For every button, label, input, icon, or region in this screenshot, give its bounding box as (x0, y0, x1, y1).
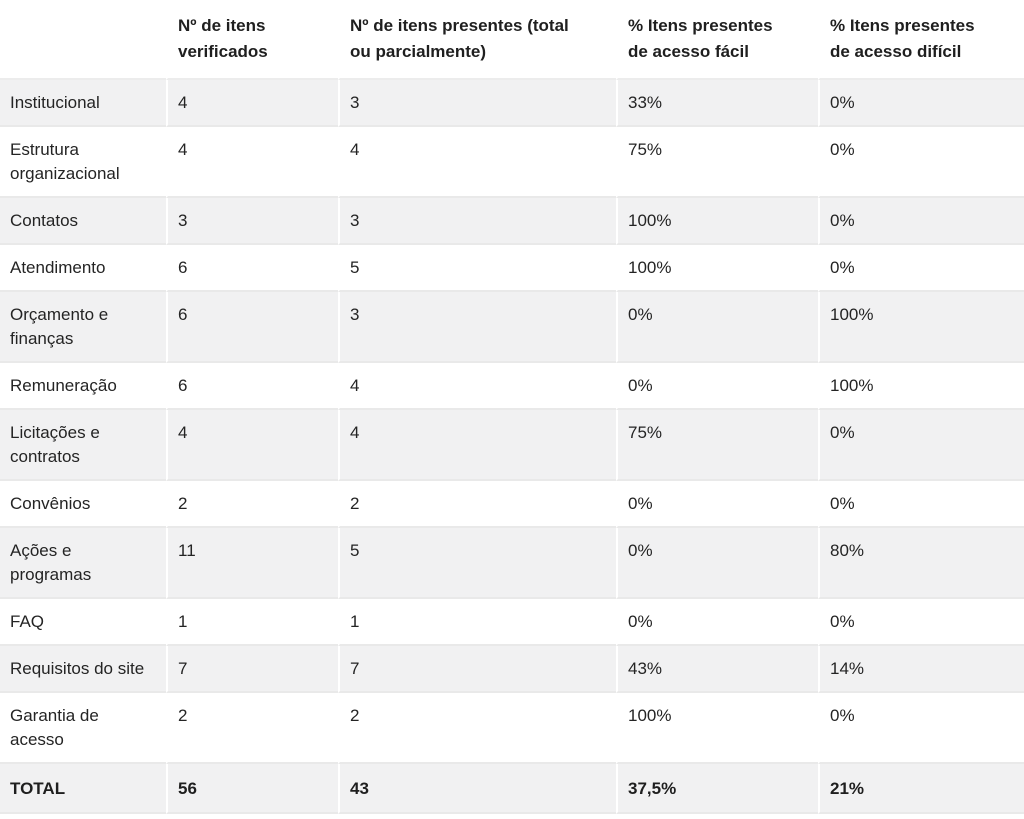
cell-presentes: 3 (338, 80, 616, 127)
cell-presentes: 7 (338, 646, 616, 693)
row-label: Requisitos do site (0, 646, 166, 693)
cell-acesso-facil: 43% (616, 646, 818, 693)
row-label: Convênios (0, 481, 166, 528)
header-row: Nº de itens verificados Nº de itens pres… (0, 0, 1024, 80)
cell-acesso-facil: 0% (616, 363, 818, 410)
cell-presentes: 3 (338, 198, 616, 245)
cell-verificados: 3 (166, 198, 338, 245)
cell-acesso-dificil: 0% (818, 599, 1024, 646)
table-row-faq: FAQ 1 1 0% 0% (0, 599, 1024, 646)
table-row-contatos: Contatos 3 3 100% 0% (0, 198, 1024, 245)
cell-verificados: 11 (166, 528, 338, 599)
column-header-empty (0, 0, 166, 80)
cell-verificados: 6 (166, 245, 338, 292)
cell-verificados: 6 (166, 363, 338, 410)
column-header-acesso-facil: % Itens presentes de acesso fácil (616, 0, 818, 80)
table-row-garantia-acesso: Garantia de acesso 2 2 100% 0% (0, 693, 1024, 764)
cell-acesso-facil: 0% (616, 481, 818, 528)
cell-presentes: 1 (338, 599, 616, 646)
cell-verificados: 1 (166, 599, 338, 646)
cell-acesso-facil: 100% (616, 245, 818, 292)
row-label: FAQ (0, 599, 166, 646)
cell-presentes: 4 (338, 410, 616, 481)
column-header-acesso-dificil: % Itens presentes de acesso difícil (818, 0, 1024, 80)
cell-presentes: 5 (338, 528, 616, 599)
row-label: TOTAL (0, 764, 166, 814)
cell-verificados: 56 (166, 764, 338, 814)
cell-acesso-dificil: 100% (818, 292, 1024, 363)
row-label: Ações e programas (0, 528, 166, 599)
table-row-remuneracao: Remuneração 6 4 0% 100% (0, 363, 1024, 410)
table-row-atendimento: Atendimento 6 5 100% 0% (0, 245, 1024, 292)
cell-verificados: 7 (166, 646, 338, 693)
cell-acesso-dificil: 0% (818, 127, 1024, 198)
cell-acesso-dificil: 0% (818, 693, 1024, 764)
table-row-institucional: Institucional 4 3 33% 0% (0, 80, 1024, 127)
cell-acesso-dificil: 0% (818, 245, 1024, 292)
cell-acesso-dificil: 0% (818, 410, 1024, 481)
row-label: Estrutura organizacional (0, 127, 166, 198)
table-row-requisitos-site: Requisitos do site 7 7 43% 14% (0, 646, 1024, 693)
cell-verificados: 2 (166, 693, 338, 764)
cell-acesso-facil: 100% (616, 198, 818, 245)
cell-presentes: 5 (338, 245, 616, 292)
cell-acesso-facil: 100% (616, 693, 818, 764)
cell-acesso-facil: 0% (616, 292, 818, 363)
row-label: Contatos (0, 198, 166, 245)
row-label: Atendimento (0, 245, 166, 292)
table-row-convenios: Convênios 2 2 0% 0% (0, 481, 1024, 528)
cell-acesso-facil: 0% (616, 528, 818, 599)
cell-presentes: 2 (338, 693, 616, 764)
cell-acesso-facil: 75% (616, 410, 818, 481)
cell-acesso-facil: 37,5% (616, 764, 818, 814)
table-row-estrutura-organizacional: Estrutura organizacional 4 4 75% 0% (0, 127, 1024, 198)
table-row-licitacoes-contratos: Licitações e contratos 4 4 75% 0% (0, 410, 1024, 481)
column-header-itens-presentes: Nº de itens presentes (total ou parcialm… (338, 0, 616, 80)
cell-presentes: 2 (338, 481, 616, 528)
cell-presentes: 43 (338, 764, 616, 814)
cell-acesso-dificil: 0% (818, 80, 1024, 127)
cell-presentes: 3 (338, 292, 616, 363)
cell-verificados: 2 (166, 481, 338, 528)
cell-presentes: 4 (338, 363, 616, 410)
cell-verificados: 4 (166, 127, 338, 198)
table-row-acoes-programas: Ações e programas 11 5 0% 80% (0, 528, 1024, 599)
cell-acesso-dificil: 100% (818, 363, 1024, 410)
row-label: Licitações e contratos (0, 410, 166, 481)
cell-acesso-facil: 33% (616, 80, 818, 127)
cell-acesso-dificil: 14% (818, 646, 1024, 693)
cell-acesso-facil: 75% (616, 127, 818, 198)
column-header-itens-verificados: Nº de itens verificados (166, 0, 338, 80)
cell-acesso-facil: 0% (616, 599, 818, 646)
row-label: Garantia de acesso (0, 693, 166, 764)
cell-verificados: 4 (166, 410, 338, 481)
row-label: Orçamento e finanças (0, 292, 166, 363)
cell-acesso-dificil: 0% (818, 481, 1024, 528)
cell-verificados: 6 (166, 292, 338, 363)
cell-acesso-dificil: 21% (818, 764, 1024, 814)
row-label: Institucional (0, 80, 166, 127)
cell-verificados: 4 (166, 80, 338, 127)
cell-acesso-dificil: 80% (818, 528, 1024, 599)
table-row-orcamento-financas: Orçamento e finanças 6 3 0% 100% (0, 292, 1024, 363)
cell-presentes: 4 (338, 127, 616, 198)
total-row: TOTAL 56 43 37,5% 21% (0, 764, 1024, 814)
row-label: Remuneração (0, 363, 166, 410)
cell-acesso-dificil: 0% (818, 198, 1024, 245)
